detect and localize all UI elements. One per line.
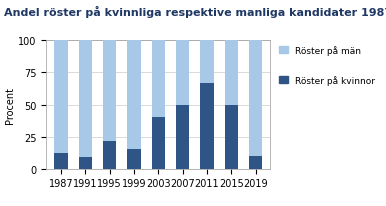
Legend: Röster på män, Röster på kvinnor: Röster på män, Röster på kvinnor bbox=[279, 46, 376, 85]
Bar bbox=[176, 41, 189, 105]
Bar bbox=[152, 118, 165, 169]
Bar bbox=[79, 157, 92, 169]
Bar bbox=[225, 105, 238, 169]
Y-axis label: Procent: Procent bbox=[5, 87, 15, 123]
Bar bbox=[54, 41, 68, 154]
Bar bbox=[103, 141, 116, 169]
Bar bbox=[249, 156, 262, 169]
Bar bbox=[103, 41, 116, 141]
Text: Andel röster på kvinnliga respektive manliga kandidater 1987–2019: Andel röster på kvinnliga respektive man… bbox=[4, 6, 386, 18]
Bar bbox=[127, 150, 141, 169]
Bar bbox=[249, 41, 262, 156]
Bar bbox=[54, 154, 68, 169]
Bar bbox=[176, 105, 189, 169]
Bar bbox=[152, 41, 165, 118]
Bar bbox=[225, 41, 238, 105]
Bar bbox=[127, 41, 141, 150]
Bar bbox=[79, 41, 92, 157]
Bar bbox=[200, 41, 213, 83]
Bar bbox=[200, 83, 213, 169]
